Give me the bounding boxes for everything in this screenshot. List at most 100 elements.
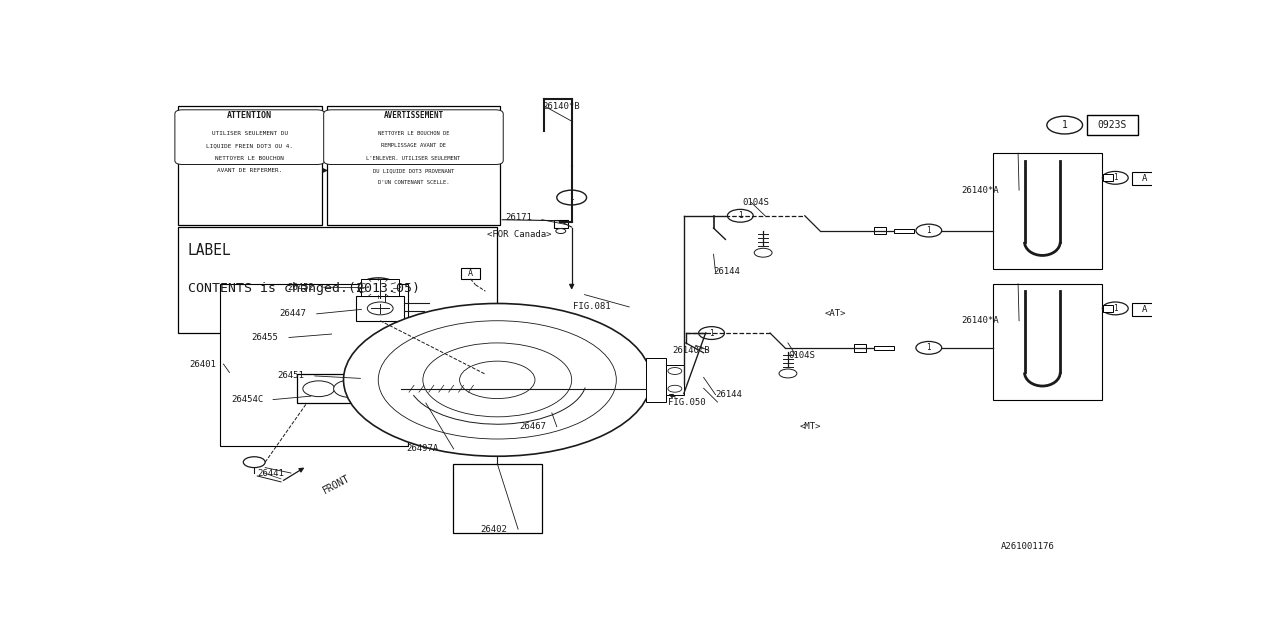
Circle shape — [343, 303, 652, 456]
Circle shape — [557, 190, 586, 205]
Circle shape — [916, 224, 942, 237]
Text: 26441: 26441 — [257, 468, 284, 477]
Bar — [1103, 174, 1114, 181]
Text: 26401: 26401 — [189, 360, 216, 369]
Circle shape — [699, 326, 724, 339]
Circle shape — [556, 228, 566, 234]
Bar — [554, 220, 568, 228]
Bar — [297, 374, 401, 403]
Text: 26140*B: 26140*B — [541, 102, 580, 111]
Circle shape — [243, 457, 265, 468]
Bar — [993, 284, 1102, 399]
Text: 26140*A: 26140*A — [961, 316, 1000, 325]
Text: AVANT DE REFERMER.: AVANT DE REFERMER. — [218, 168, 283, 173]
Text: DU LIQUIDE DOT3 PROVENANT: DU LIQUIDE DOT3 PROVENANT — [372, 168, 454, 173]
Circle shape — [362, 381, 394, 397]
Circle shape — [916, 341, 942, 355]
Circle shape — [1102, 172, 1128, 184]
Bar — [646, 358, 666, 402]
Text: D'UN CONTENANT SCELLE.: D'UN CONTENANT SCELLE. — [378, 180, 449, 185]
Text: 1: 1 — [927, 226, 931, 235]
Bar — [453, 463, 541, 532]
Text: 1: 1 — [1062, 120, 1068, 130]
FancyBboxPatch shape — [324, 110, 503, 164]
Text: <AT>: <AT> — [824, 309, 846, 318]
Bar — [326, 106, 500, 225]
Text: 26447: 26447 — [279, 309, 306, 318]
Circle shape — [1102, 302, 1128, 315]
Circle shape — [754, 248, 772, 257]
Text: 26455: 26455 — [251, 333, 278, 342]
Bar — [356, 296, 404, 321]
Text: A: A — [468, 269, 474, 278]
Text: REMPLISSAGE AVANT DE: REMPLISSAGE AVANT DE — [381, 143, 445, 148]
Text: 26140*A: 26140*A — [961, 186, 1000, 195]
Text: 26140*B: 26140*B — [672, 346, 709, 355]
Text: FIG.081: FIG.081 — [572, 303, 611, 312]
Circle shape — [1047, 116, 1083, 134]
Text: 26467: 26467 — [520, 422, 547, 431]
Bar — [666, 365, 684, 395]
Bar — [874, 346, 895, 350]
Bar — [461, 268, 480, 279]
Text: 26171: 26171 — [506, 213, 532, 222]
Text: 0923S: 0923S — [1098, 120, 1126, 130]
Circle shape — [460, 361, 535, 399]
Text: 1: 1 — [1114, 173, 1117, 182]
Text: 1: 1 — [570, 193, 573, 202]
Bar — [874, 227, 886, 234]
Text: 26451: 26451 — [276, 371, 303, 380]
Text: <FOR Canada>: <FOR Canada> — [488, 230, 552, 239]
Text: LIQUIDE FREIN DOT3 OU 4.: LIQUIDE FREIN DOT3 OU 4. — [206, 143, 293, 148]
Text: 1: 1 — [927, 343, 931, 353]
Text: 26454C: 26454C — [232, 395, 264, 404]
Bar — [1103, 305, 1114, 312]
Bar — [1087, 115, 1138, 135]
Bar — [178, 106, 321, 225]
Bar — [361, 279, 399, 296]
Circle shape — [668, 385, 682, 392]
FancyBboxPatch shape — [175, 110, 325, 164]
Text: NETTOYER LE BOUCHON: NETTOYER LE BOUCHON — [215, 156, 284, 161]
Text: UTILISER SEULEMENT DU: UTILISER SEULEMENT DU — [211, 131, 288, 136]
Text: 26144: 26144 — [716, 390, 742, 399]
Bar — [855, 344, 867, 352]
Text: FRONT: FRONT — [321, 474, 351, 496]
Bar — [1132, 303, 1156, 316]
Circle shape — [379, 321, 617, 439]
Text: FIG.050: FIG.050 — [668, 397, 705, 406]
Circle shape — [358, 278, 398, 298]
Text: 0104S: 0104S — [742, 198, 769, 207]
Bar — [895, 228, 914, 232]
Bar — [993, 153, 1102, 269]
Circle shape — [303, 381, 334, 397]
Text: 0104S: 0104S — [788, 351, 815, 360]
Text: 26497A: 26497A — [406, 444, 438, 453]
Text: LABEL: LABEL — [188, 243, 232, 259]
Text: 26402: 26402 — [480, 525, 507, 534]
Circle shape — [668, 367, 682, 374]
Text: NETTOYER LE BOUCHON DE: NETTOYER LE BOUCHON DE — [378, 131, 449, 136]
Text: 26452: 26452 — [287, 283, 314, 292]
Text: AVERTISSEMENT: AVERTISSEMENT — [384, 111, 443, 120]
Text: A: A — [1142, 305, 1147, 314]
Text: 26144: 26144 — [713, 268, 740, 276]
Circle shape — [422, 343, 572, 417]
Bar — [178, 227, 498, 333]
Text: 1: 1 — [1114, 304, 1117, 313]
Text: 1: 1 — [739, 211, 742, 220]
Text: 1: 1 — [709, 328, 714, 337]
Circle shape — [334, 380, 370, 397]
Bar — [1132, 172, 1156, 185]
Text: A261001176: A261001176 — [1001, 543, 1055, 552]
Circle shape — [780, 369, 797, 378]
Circle shape — [727, 209, 753, 222]
Text: <MT>: <MT> — [800, 422, 822, 431]
Text: ATTENTION: ATTENTION — [228, 111, 273, 120]
Text: CONTENTS is changed.(2013.05): CONTENTS is changed.(2013.05) — [188, 282, 420, 295]
Text: L'ENLEVER. UTILISER SEULEMENT: L'ENLEVER. UTILISER SEULEMENT — [366, 156, 461, 161]
Circle shape — [367, 302, 393, 315]
Bar — [220, 284, 408, 447]
Text: A: A — [1142, 174, 1147, 183]
Bar — [396, 383, 406, 395]
